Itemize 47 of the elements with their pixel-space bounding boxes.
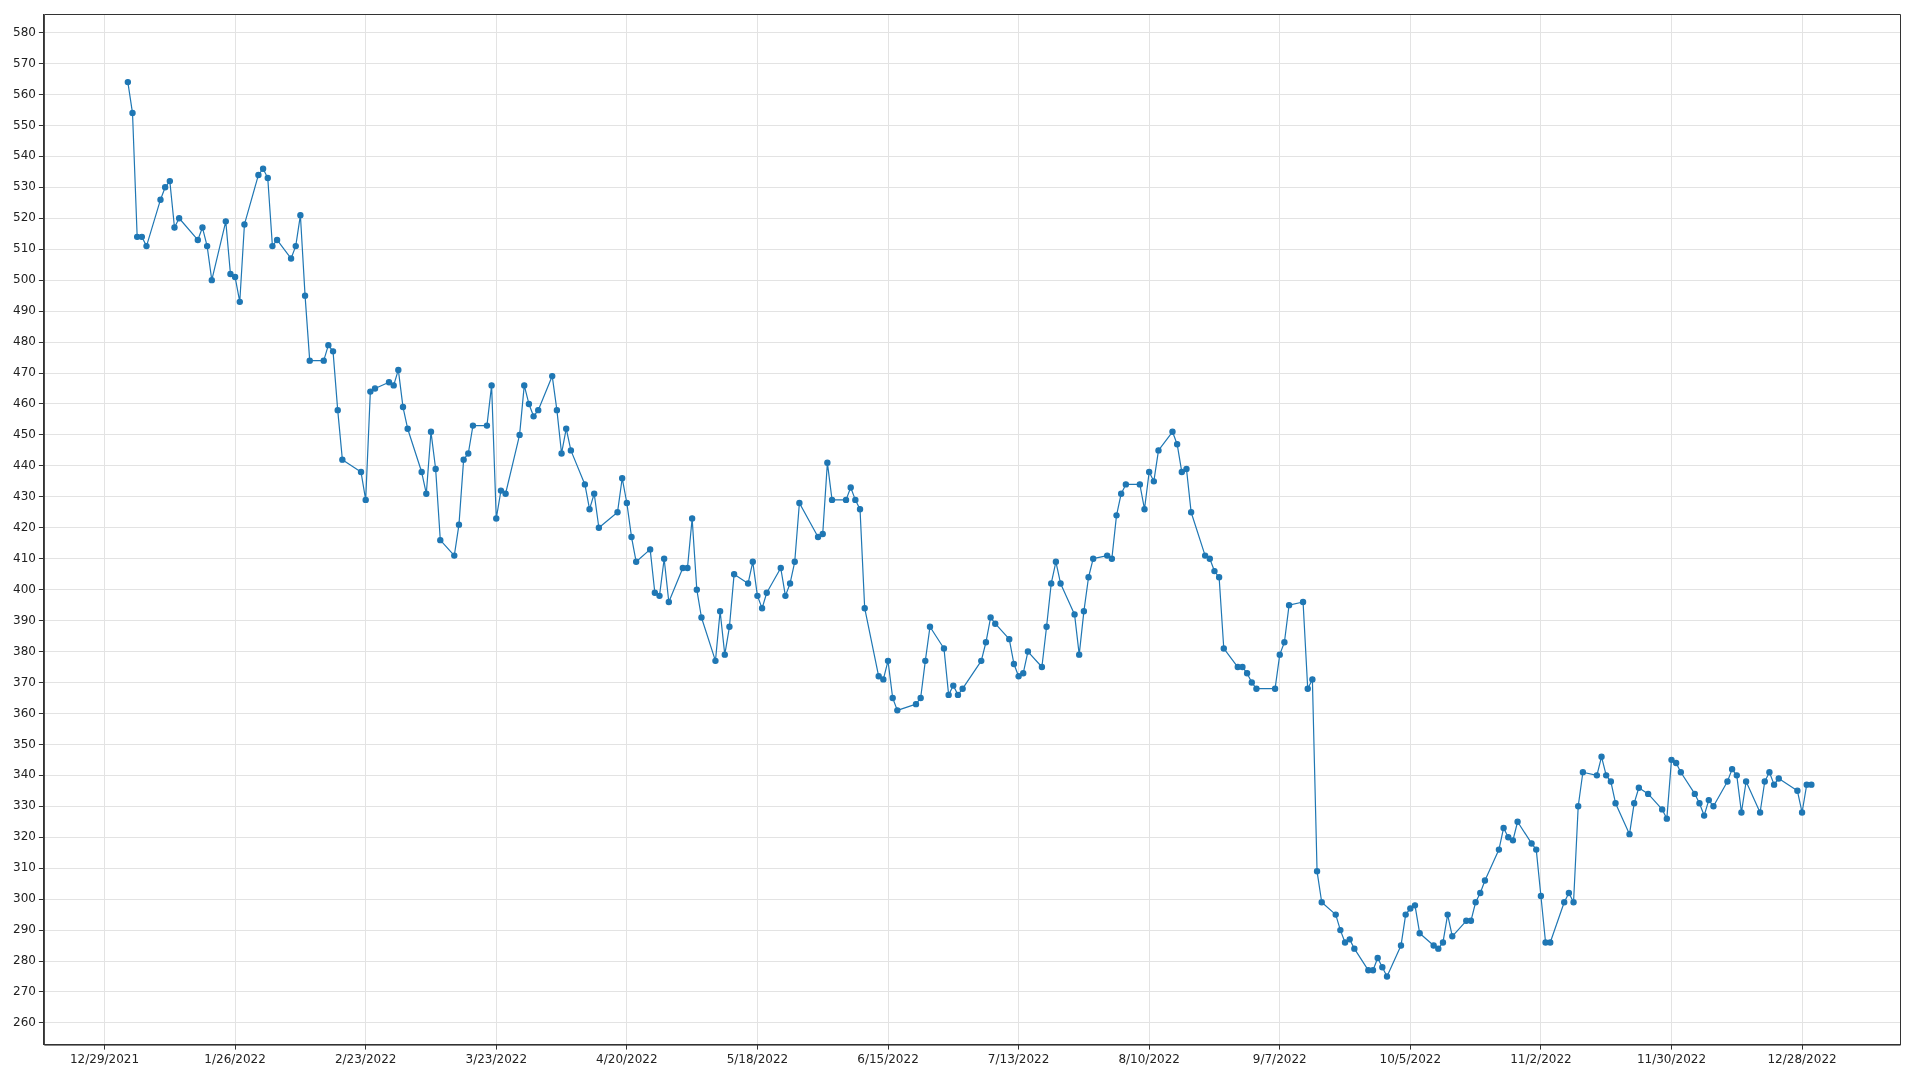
- x-tick-label: 9/7/2022: [1252, 1051, 1307, 1066]
- x-tick-label: 3/23/2022: [465, 1051, 528, 1066]
- y-tick-label: 450: [13, 427, 36, 442]
- y-tick-label: 580: [13, 24, 36, 39]
- y-tick-label: 570: [13, 55, 36, 70]
- x-tick-label: 4/20/2022: [596, 1051, 658, 1066]
- y-tick-label: 400: [13, 581, 36, 596]
- y-tick-label: 410: [13, 550, 36, 565]
- y-tick-label: 270: [13, 984, 36, 999]
- y-tick-label: 510: [13, 241, 36, 256]
- x-tick-label: 11/30/2022: [1636, 1051, 1707, 1066]
- x-tick-label: 5/18/2022: [726, 1051, 789, 1066]
- y-tick-label: 430: [13, 488, 36, 503]
- y-tick-label: 330: [13, 798, 36, 813]
- y-tick-label: 460: [13, 396, 36, 411]
- y-tick-label: 490: [13, 303, 36, 318]
- x-tick-label: 6/15/2022: [857, 1051, 919, 1066]
- y-tick-label: 370: [13, 674, 36, 689]
- y-tick-label: 350: [13, 736, 36, 751]
- y-tick-label: 290: [13, 922, 36, 937]
- y-tick-label: 540: [13, 148, 36, 163]
- y-tick-label: 320: [13, 829, 36, 844]
- y-tick-label: 300: [13, 891, 36, 906]
- y-tick-label: 420: [13, 519, 36, 534]
- x-tick-label: 8/10/2022: [1118, 1051, 1180, 1066]
- y-tick-label: 380: [13, 643, 36, 658]
- x-tick-label: 2/23/2022: [334, 1051, 397, 1066]
- x-tick-label: 12/28/2022: [1767, 1051, 1837, 1066]
- y-tick-label: 550: [13, 117, 36, 132]
- y-tick-label: 470: [13, 365, 36, 380]
- x-tick-label: 12/29/2021: [69, 1051, 140, 1066]
- y-tick-label: 260: [13, 1015, 36, 1030]
- y-tick-label: 500: [13, 272, 36, 287]
- y-tick-label: 310: [13, 860, 36, 875]
- y-tick-label: 390: [13, 612, 36, 627]
- x-tick-label: 11/2/2022: [1510, 1051, 1572, 1066]
- x-tick-label: 1/26/2022: [204, 1051, 266, 1066]
- y-tick-label: 480: [13, 334, 36, 349]
- x-tick-label: 7/13/2022: [987, 1051, 1050, 1066]
- y-tick-label: 340: [13, 767, 36, 782]
- y-tick-label: 280: [13, 953, 36, 968]
- y-tick-label: 520: [13, 210, 36, 225]
- y-tick-label: 530: [13, 179, 36, 194]
- y-tick-label: 560: [13, 86, 36, 101]
- y-tick-label: 360: [13, 705, 36, 720]
- x-tick-label: 10/5/2022: [1379, 1051, 1442, 1066]
- y-tick-label: 440: [13, 457, 36, 472]
